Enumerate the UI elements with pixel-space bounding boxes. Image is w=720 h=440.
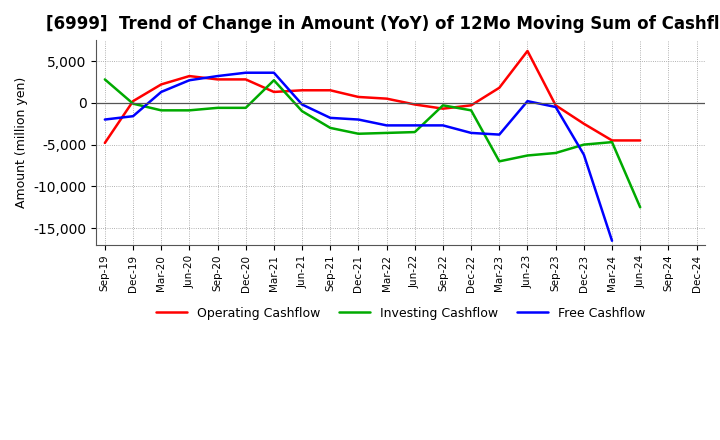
Operating Cashflow [438, 106, 447, 111]
Free Cashflow [608, 238, 616, 243]
Investing Cashflow [185, 108, 194, 113]
Investing Cashflow [495, 159, 503, 164]
Line: Operating Cashflow: Operating Cashflow [105, 51, 640, 143]
Line: Investing Cashflow: Investing Cashflow [105, 79, 640, 207]
Operating Cashflow [636, 138, 644, 143]
Operating Cashflow [354, 94, 363, 99]
Free Cashflow [382, 123, 391, 128]
Free Cashflow [101, 117, 109, 122]
Investing Cashflow [523, 153, 532, 158]
Operating Cashflow [326, 88, 335, 93]
Operating Cashflow [580, 121, 588, 126]
Operating Cashflow [523, 48, 532, 54]
Operating Cashflow [101, 140, 109, 146]
Y-axis label: Amount (million yen): Amount (million yen) [15, 77, 28, 208]
Investing Cashflow [326, 125, 335, 131]
Investing Cashflow [580, 142, 588, 147]
Free Cashflow [185, 77, 194, 83]
Free Cashflow [326, 115, 335, 121]
Free Cashflow [552, 104, 560, 110]
Operating Cashflow [213, 77, 222, 82]
Free Cashflow [129, 114, 138, 119]
Operating Cashflow [410, 102, 419, 107]
Operating Cashflow [495, 85, 503, 90]
Operating Cashflow [185, 73, 194, 79]
Operating Cashflow [241, 77, 250, 82]
Free Cashflow [269, 70, 278, 75]
Title: [6999]  Trend of Change in Amount (YoY) of 12Mo Moving Sum of Cashflows: [6999] Trend of Change in Amount (YoY) o… [45, 15, 720, 33]
Operating Cashflow [269, 89, 278, 95]
Operating Cashflow [608, 138, 616, 143]
Investing Cashflow [636, 205, 644, 210]
Investing Cashflow [213, 105, 222, 110]
Operating Cashflow [552, 103, 560, 108]
Operating Cashflow [298, 88, 307, 93]
Free Cashflow [438, 123, 447, 128]
Investing Cashflow [608, 139, 616, 145]
Free Cashflow [213, 73, 222, 79]
Operating Cashflow [382, 96, 391, 101]
Investing Cashflow [467, 108, 475, 113]
Free Cashflow [241, 70, 250, 75]
Free Cashflow [157, 89, 166, 95]
Operating Cashflow [467, 103, 475, 108]
Free Cashflow [298, 102, 307, 107]
Free Cashflow [410, 123, 419, 128]
Investing Cashflow [438, 103, 447, 108]
Operating Cashflow [129, 99, 138, 104]
Line: Free Cashflow: Free Cashflow [105, 73, 612, 241]
Investing Cashflow [298, 109, 307, 114]
Investing Cashflow [157, 108, 166, 113]
Free Cashflow [354, 117, 363, 122]
Investing Cashflow [129, 101, 138, 106]
Free Cashflow [467, 130, 475, 136]
Free Cashflow [495, 132, 503, 137]
Free Cashflow [523, 99, 532, 104]
Investing Cashflow [382, 130, 391, 136]
Investing Cashflow [354, 131, 363, 136]
Operating Cashflow [157, 82, 166, 87]
Investing Cashflow [269, 77, 278, 83]
Investing Cashflow [241, 105, 250, 110]
Investing Cashflow [101, 77, 109, 82]
Legend: Operating Cashflow, Investing Cashflow, Free Cashflow: Operating Cashflow, Investing Cashflow, … [150, 302, 651, 325]
Free Cashflow [580, 152, 588, 157]
Investing Cashflow [552, 150, 560, 156]
Investing Cashflow [410, 129, 419, 135]
